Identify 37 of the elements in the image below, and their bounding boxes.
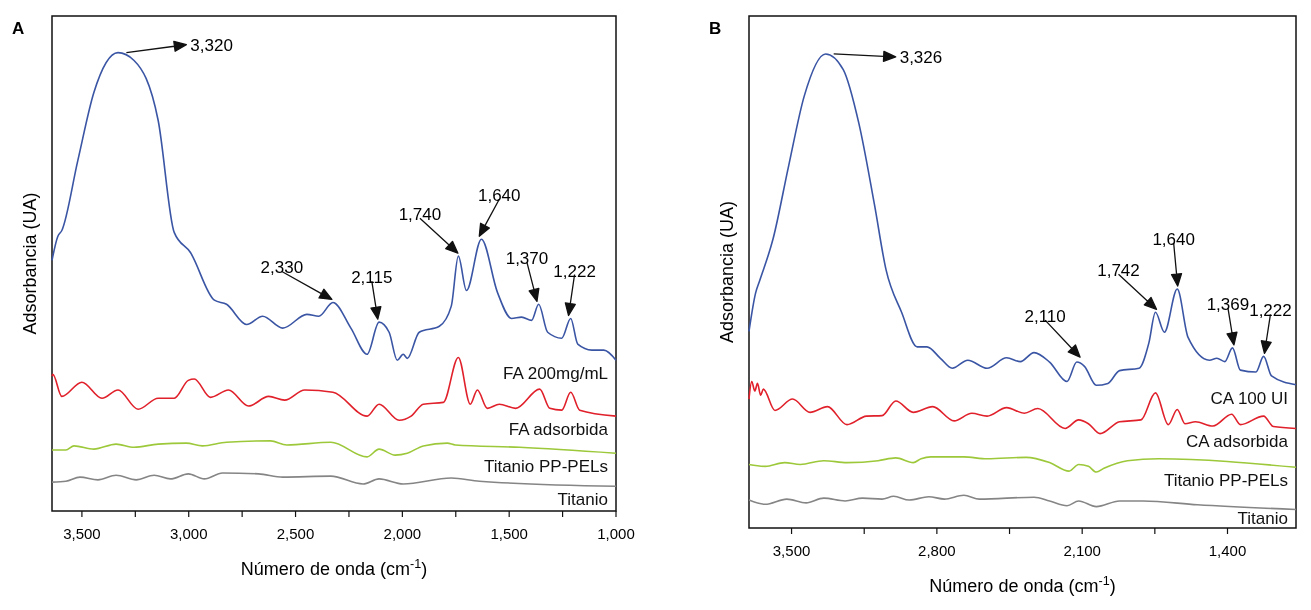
x-tick-label: 2,800: [918, 542, 956, 559]
annotation: 1,742: [1097, 261, 1140, 281]
annotation: 2,330: [260, 258, 304, 278]
series-label: Titanio: [557, 490, 608, 510]
annotation: 1,740: [398, 205, 442, 225]
annotation: 3,320: [190, 35, 233, 55]
x-axis-title: Número de onda (cm$^{-1}$): [240, 557, 428, 579]
x-tick-label: 2,100: [1063, 542, 1101, 559]
series-label: CA adsorbida: [1185, 432, 1289, 452]
series-label: CA 100 UI: [1210, 388, 1288, 408]
x-tick-label: 3,500: [63, 525, 101, 542]
x-tick-label: 1,400: [1208, 542, 1247, 559]
annotation: 2,110: [1024, 307, 1066, 327]
y-axis-title: Adsorbancia (UA): [717, 200, 737, 344]
annotation: 1,370: [505, 249, 549, 269]
x-tick-label: 3,000: [169, 525, 208, 542]
annotation: 1,369: [1206, 294, 1250, 314]
series-label: Titanio PP-PELs: [483, 457, 608, 477]
series-label: Titanio: [1237, 509, 1288, 528]
annotation: 3,326: [899, 47, 943, 67]
series-label: Titanio PP-PELs: [1163, 471, 1288, 491]
annotation: 2,115: [351, 268, 393, 288]
x-tick-label: 1,500: [490, 525, 528, 542]
y-axis-title: Adsorbancia (UA): [20, 192, 40, 335]
series-label: FA 200mg/mL: [503, 364, 608, 384]
annotation: 1,222: [1249, 301, 1292, 321]
x-tick-label: 1,000: [597, 525, 635, 542]
chart-title: B: [709, 19, 722, 38]
x-tick-label: 2,000: [383, 525, 422, 542]
annotation: 1,222: [553, 261, 596, 281]
x-axis-title: Número de onda (cm$^{-1}$): [929, 574, 1116, 596]
series-label: FA adsorbida: [508, 420, 609, 440]
annotation: 1,640: [478, 186, 521, 206]
x-tick-label: 3,500: [772, 542, 811, 559]
x-tick-label: 2,500: [276, 525, 315, 542]
annotation: 1,640: [1152, 230, 1195, 250]
chart-title: A: [12, 19, 25, 38]
